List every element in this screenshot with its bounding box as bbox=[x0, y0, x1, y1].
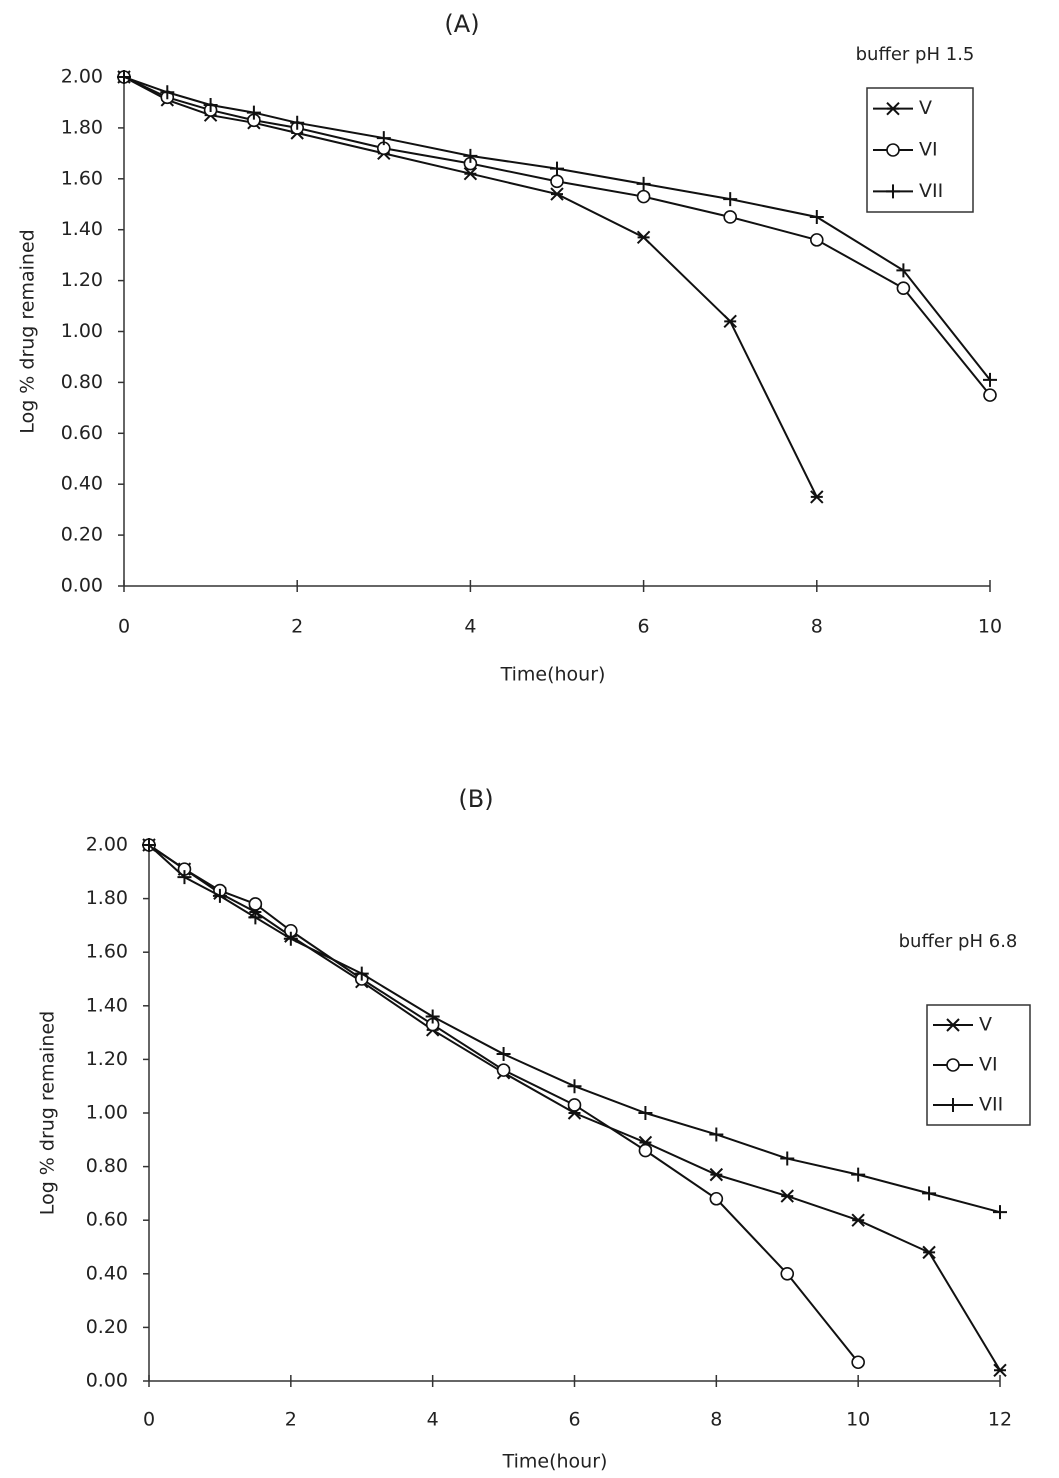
marker bbox=[497, 1047, 511, 1061]
marker bbox=[550, 162, 564, 176]
marker bbox=[724, 315, 736, 327]
marker bbox=[851, 1168, 865, 1182]
legend-label: VI bbox=[979, 1054, 998, 1076]
y-tick-label: 1.00 bbox=[61, 320, 103, 342]
marker bbox=[993, 1205, 1007, 1219]
y-tick-label: 1.60 bbox=[86, 941, 128, 963]
marker bbox=[638, 191, 650, 203]
x-tick-label: 12 bbox=[988, 1409, 1012, 1431]
y-tick-label: 0.40 bbox=[86, 1262, 128, 1284]
marker bbox=[709, 1127, 723, 1141]
y-tick-label: 1.80 bbox=[61, 116, 103, 138]
y-tick-label: 0.80 bbox=[61, 371, 103, 393]
annotation: buffer pH 6.8 bbox=[899, 931, 1018, 952]
x-tick-label: 6 bbox=[568, 1409, 580, 1431]
marker bbox=[811, 491, 823, 503]
y-tick-label: 0.20 bbox=[86, 1316, 128, 1338]
marker bbox=[638, 231, 650, 243]
marker bbox=[810, 210, 824, 224]
legend-marker bbox=[887, 144, 899, 156]
y-tick-label: 0.60 bbox=[86, 1209, 128, 1231]
series-line bbox=[149, 845, 1000, 1212]
legend-marker bbox=[947, 1059, 959, 1071]
x-tick-label: 8 bbox=[710, 1409, 722, 1431]
x-tick-label: 10 bbox=[978, 616, 1002, 638]
x-tick-label: 6 bbox=[638, 616, 650, 638]
marker bbox=[639, 1145, 651, 1157]
marker bbox=[377, 131, 391, 145]
marker bbox=[984, 389, 996, 401]
chart-title: (A) bbox=[444, 10, 479, 38]
y-tick-label: 1.20 bbox=[61, 269, 103, 291]
y-tick-label: 2.00 bbox=[86, 834, 128, 856]
marker bbox=[781, 1190, 793, 1202]
series-line bbox=[124, 77, 817, 497]
marker bbox=[923, 1246, 935, 1258]
marker bbox=[811, 234, 823, 246]
y-tick-label: 0.20 bbox=[61, 524, 103, 546]
marker bbox=[781, 1268, 793, 1280]
marker bbox=[551, 175, 563, 187]
marker bbox=[852, 1356, 864, 1368]
x-tick-label: 2 bbox=[285, 1409, 297, 1431]
y-axis-label: Log % drug remained bbox=[37, 1011, 59, 1215]
marker bbox=[710, 1169, 722, 1181]
marker bbox=[922, 1186, 936, 1200]
x-axis-label: Time(hour) bbox=[502, 1451, 608, 1473]
marker bbox=[569, 1099, 581, 1111]
annotation: buffer pH 1.5 bbox=[856, 44, 975, 65]
marker bbox=[568, 1079, 582, 1093]
y-tick-label: 0.00 bbox=[86, 1370, 128, 1392]
marker bbox=[638, 1106, 652, 1120]
x-tick-label: 8 bbox=[811, 616, 823, 638]
marker bbox=[897, 282, 909, 294]
legend-label: V bbox=[919, 97, 932, 119]
x-tick-label: 10 bbox=[846, 1409, 870, 1431]
x-tick-label: 4 bbox=[464, 616, 476, 638]
y-tick-label: 0.80 bbox=[86, 1155, 128, 1177]
x-axis-label: Time(hour) bbox=[500, 664, 606, 686]
y-tick-label: 0.60 bbox=[61, 422, 103, 444]
legend-label: VI bbox=[919, 139, 938, 161]
y-tick-label: 1.60 bbox=[61, 167, 103, 189]
marker bbox=[551, 188, 563, 200]
legend-label: V bbox=[979, 1014, 992, 1036]
y-tick-label: 1.20 bbox=[86, 1048, 128, 1070]
y-tick-label: 1.40 bbox=[86, 994, 128, 1016]
y-tick-label: 0.40 bbox=[61, 473, 103, 495]
legend-label: VII bbox=[979, 1094, 1003, 1116]
y-tick-label: 0.00 bbox=[61, 575, 103, 597]
y-tick-label: 1.00 bbox=[86, 1102, 128, 1124]
marker bbox=[994, 1364, 1006, 1376]
marker bbox=[710, 1193, 722, 1205]
y-tick-label: 1.80 bbox=[86, 887, 128, 909]
marker bbox=[498, 1064, 510, 1076]
marker bbox=[249, 898, 261, 910]
x-tick-label: 4 bbox=[427, 1409, 439, 1431]
y-tick-label: 2.00 bbox=[61, 66, 103, 88]
marker bbox=[637, 177, 651, 191]
page: (A) buffer pH 1.5 Time(hour) Log % drug rem… bbox=[0, 0, 1059, 1478]
marker bbox=[852, 1214, 864, 1226]
marker bbox=[724, 211, 736, 223]
y-tick-label: 1.40 bbox=[61, 218, 103, 240]
x-tick-label: 0 bbox=[143, 1409, 155, 1431]
chart-title: (B) bbox=[458, 785, 493, 813]
legend-label: VII bbox=[919, 180, 943, 202]
x-tick-label: 0 bbox=[118, 616, 130, 638]
y-axis-label: Log % drug remained bbox=[17, 229, 39, 433]
marker bbox=[723, 192, 737, 206]
x-tick-label: 2 bbox=[291, 616, 303, 638]
marker bbox=[780, 1152, 794, 1166]
